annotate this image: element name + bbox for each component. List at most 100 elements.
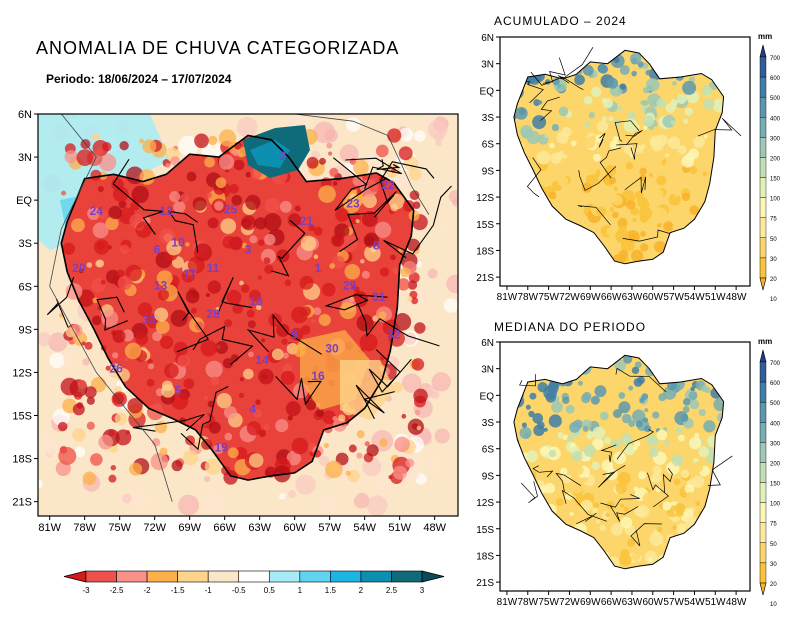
acumulado-lat-label: 3S: [482, 113, 495, 124]
anomaly-cell: [246, 309, 255, 318]
mediana-rain-cell: [671, 454, 684, 467]
acumulado-sub-basin-boundary: [526, 80, 544, 104]
anomaly-cell: [271, 348, 284, 361]
mediana-title: MEDIANA DO PERIODO: [494, 320, 647, 334]
colorbar-segment: [360, 570, 392, 583]
mediana-rain-cell: [618, 392, 626, 399]
mediana-colorbar-label: 10: [770, 602, 777, 608]
anomaly-cell: [254, 217, 267, 230]
mediana-lat-label: 18S: [476, 551, 494, 562]
sub-basin-boundary: [339, 191, 397, 253]
colorbar-segment: [146, 570, 178, 583]
mediana-rain-cell: [545, 392, 557, 403]
acumulado-rain-cell: [692, 187, 701, 195]
mediana-rain-cell: [610, 522, 624, 536]
acumulado-basin-outline: [513, 49, 725, 265]
anomaly-cell: [249, 235, 258, 244]
background-cell: [49, 352, 65, 369]
acumulado-rain-cell: [533, 99, 541, 106]
anomaly-cell: [76, 149, 94, 167]
anomaly-cell: [200, 340, 217, 357]
background-cell: [48, 332, 68, 352]
basin-number-19: 19: [214, 441, 228, 455]
mediana-sub-basin-boundary: [532, 465, 554, 478]
anomaly-cell: [77, 379, 87, 390]
mediana-colorbar-label: 500: [770, 401, 781, 407]
mediana-rain-cell: [652, 465, 662, 475]
mediana-rain-cell: [567, 462, 576, 471]
anomaly-cell: [72, 403, 85, 416]
mediana-rain-cell: [664, 439, 670, 446]
mediana-rain-cell: [642, 492, 656, 506]
mediana-rain-cell: [548, 414, 562, 428]
acumulado-rain-cell: [652, 125, 660, 133]
acumulado-rain-cell: [683, 118, 689, 125]
sub-basin-boundary: [217, 277, 253, 315]
colorbar-label: 2.5: [386, 586, 398, 595]
acumulado-colorbar-segment: [759, 237, 767, 259]
acumulado-rain-cell: [514, 106, 528, 120]
anomaly-cell: [311, 318, 316, 324]
acumulado-colorbar-segment: [759, 177, 767, 198]
anomaly-cell: [186, 171, 197, 182]
anomaly-cell: [355, 219, 360, 224]
anomaly-cell: [125, 264, 143, 282]
acumulado-rain-cell: [599, 64, 609, 74]
anomaly-cell: [268, 313, 282, 327]
anomaly-cell: [379, 267, 390, 277]
mediana-rain-cell: [644, 408, 649, 413]
main-map-lon-label: 81W: [38, 522, 61, 534]
anomaly-cell: [194, 133, 209, 149]
anomaly-cell: [93, 239, 110, 255]
anomaly-cell: [300, 325, 311, 335]
anomaly-cell: [155, 319, 170, 334]
anomaly-cell: [205, 293, 211, 298]
mediana-rain-cell: [619, 503, 624, 508]
mediana-rain-cell: [684, 484, 695, 494]
acumulado-lon-label: 78W: [517, 292, 538, 303]
colorbar-segment: [207, 570, 240, 583]
background-cell: [38, 331, 52, 347]
acumulado-colorbar-unit: mm: [758, 32, 772, 41]
background-cell: [279, 493, 286, 500]
anomaly-cell: [135, 221, 152, 238]
anomaly-cell: [239, 377, 244, 382]
acumulado-colorbar-label: 600: [770, 76, 781, 82]
acumulado-rain-cell: [683, 123, 692, 132]
anomaly-cell: [279, 200, 292, 213]
acumulado-rain-cell: [668, 193, 681, 206]
anomaly-cell: [416, 425, 422, 431]
strong-positive-anomaly: [250, 140, 290, 168]
basin-number-5: 5: [175, 383, 182, 397]
mediana-rain-cell: [662, 501, 672, 511]
mediana-rain-cell: [611, 439, 621, 449]
anomaly-cell: [339, 302, 357, 320]
anomaly-cell: [308, 224, 316, 232]
acumulado-rain-cell: [548, 191, 557, 200]
anomaly-cell: [411, 358, 425, 371]
acumulado-rain-cell: [681, 192, 691, 202]
acumulado-rain-cell: [582, 64, 594, 76]
mediana-rain-cell: [703, 420, 716, 433]
mediana-outside-mask: [500, 342, 750, 591]
basin-number-29: 29: [343, 278, 357, 292]
mediana-colorbar-segment: [759, 442, 767, 463]
background-cell: [313, 121, 336, 144]
anomaly-cell: [409, 168, 422, 181]
mediana-rain-cell: [551, 401, 563, 414]
anomaly-cell: [364, 441, 370, 447]
acumulado-colorbar-segment: [759, 257, 767, 279]
mediana-colorbar-segment: [759, 562, 767, 584]
anomaly-cell: [208, 421, 221, 434]
acumulado-rain-cell: [682, 80, 697, 95]
mediana-colorbar-bottom-arrow: [759, 582, 767, 596]
mediana-rain-cell: [634, 506, 645, 517]
acumulado-rain-cell: [586, 222, 591, 227]
acumulado-rain-cell: [584, 161, 598, 176]
anomaly-cell: [401, 413, 407, 419]
anomaly-cell: [390, 203, 399, 212]
anomaly-cell: [150, 452, 169, 471]
acumulado-rain-cell: [631, 70, 637, 77]
mediana-rain-cell: [655, 486, 662, 493]
mediana-rain-cell: [671, 492, 680, 501]
